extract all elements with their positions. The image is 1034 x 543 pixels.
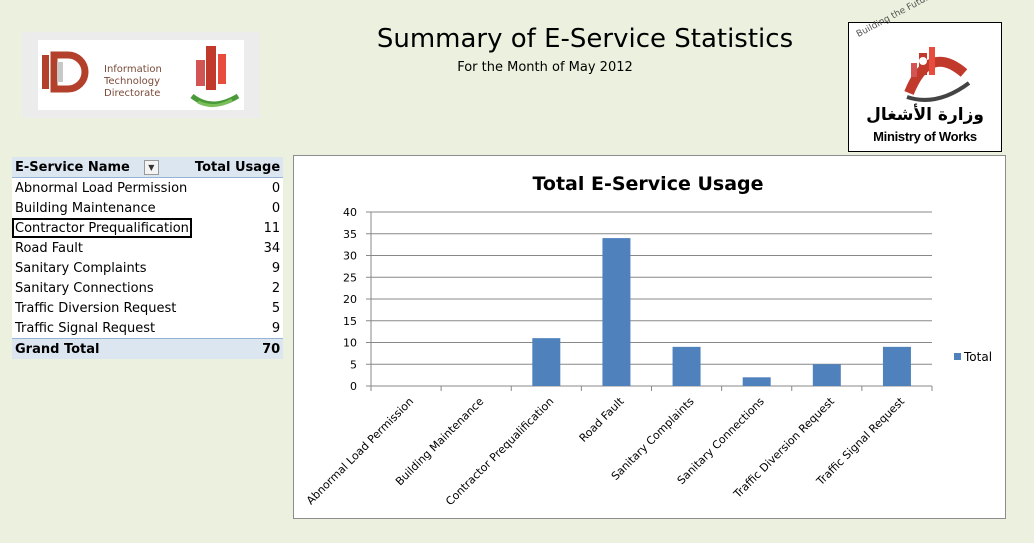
itd-logo: Information Technology Directorate [22, 32, 260, 118]
row-usage[interactable]: 9 [191, 318, 284, 339]
pivot-table: E-Service Name ▼ Total Usage Abnormal Loa… [12, 157, 284, 359]
y-tick-label: 25 [343, 271, 357, 284]
bar [602, 238, 631, 386]
row-usage[interactable]: 34 [191, 238, 284, 258]
row-usage[interactable]: 5 [191, 298, 284, 318]
itd-line-3: Directorate [104, 88, 161, 99]
page-subtitle: For the Month of May 2012 [457, 60, 633, 75]
row-name[interactable]: Traffic Signal Request [12, 318, 192, 339]
bar-chart: Total E-Service Usage 0 5 10 15 20 25 30 35 40 Abn… [304, 173, 992, 508]
grand-total-row: Grand Total 70 [12, 338, 284, 359]
bar [742, 377, 771, 386]
table-row: Building Maintenance 0 [12, 198, 284, 218]
bar [672, 346, 701, 386]
pivot-header-name-label: E-Service Name [15, 159, 130, 175]
page-title: Summary of E-Service Statistics [376, 24, 794, 54]
x-tick-label: Road Fault [577, 394, 627, 444]
row-name[interactable]: Building Maintenance [12, 198, 192, 218]
table-row: Abnormal Load Permission 0 [12, 177, 284, 198]
y-tick-label: 15 [343, 315, 357, 328]
itd-logo-text: Information Technology Directorate [104, 64, 162, 100]
row-name[interactable]: Sanitary Connections [12, 278, 192, 298]
row-name[interactable]: Sanitary Complaints [12, 258, 192, 278]
itd-logo-box: Information Technology Directorate [38, 40, 244, 110]
y-tick-label: 35 [343, 228, 357, 241]
table-row: Traffic Diversion Request 5 [12, 298, 284, 318]
pivot-header-row: E-Service Name ▼ Total Usage [12, 157, 284, 178]
row-name[interactable]: Road Fault [12, 238, 192, 258]
x-tick-label: Abnormal Load Permission [304, 395, 416, 507]
itd-line-1: Information [104, 64, 162, 75]
ministry-english-name: Ministry of Works [873, 129, 977, 144]
chart-panel[interactable]: Total E-Service Usage 0 5 10 15 20 25 30 35 40 Abn… [293, 155, 1006, 519]
grand-total-label[interactable]: Grand Total [12, 338, 192, 359]
row-usage[interactable]: 0 [191, 177, 284, 198]
ministry-arabic-name: وزارة الأشغال [866, 105, 984, 125]
legend-label: Total [963, 350, 992, 364]
table-row: Sanitary Connections 2 [12, 278, 284, 298]
row-usage[interactable]: 2 [191, 278, 284, 298]
row-name-selected[interactable]: Contractor Prequalification [12, 218, 192, 238]
table-row: Road Fault 34 [12, 238, 284, 258]
bar [532, 338, 561, 386]
table-row: Sanitary Complaints 9 [12, 258, 284, 278]
y-tick-label: 30 [343, 250, 357, 263]
y-tick-label: 0 [350, 380, 357, 393]
row-name[interactable]: Abnormal Load Permission [12, 177, 192, 198]
itd-emblem-icon [42, 46, 240, 107]
row-usage[interactable]: 9 [191, 258, 284, 278]
pivot-header-usage[interactable]: Total Usage [191, 157, 284, 178]
bar [812, 364, 841, 386]
filter-dropdown-icon[interactable]: ▼ [143, 159, 159, 175]
ministry-logo: Building the Future وزارة الأشغال Minist… [848, 0, 1002, 152]
grand-total-value[interactable]: 70 [191, 338, 284, 359]
row-usage[interactable]: 11 [191, 218, 284, 238]
y-tick-label: 5 [350, 358, 357, 371]
bar [882, 346, 911, 386]
y-tick-label: 10 [343, 337, 357, 350]
itd-line-2: Technology [104, 76, 161, 87]
pivot-header-name[interactable]: E-Service Name ▼ [12, 157, 192, 178]
row-usage[interactable]: 0 [191, 198, 284, 218]
legend-swatch [954, 353, 961, 360]
chart-title: Total E-Service Usage [532, 173, 763, 195]
table-row: Contractor Prequalification 11 [12, 218, 284, 238]
y-tick-label: 20 [343, 293, 357, 306]
y-tick-label: 40 [343, 206, 357, 219]
ministry-emblem-icon [904, 47, 971, 102]
row-name[interactable]: Traffic Diversion Request [12, 298, 192, 318]
table-row: Traffic Signal Request 9 [12, 318, 284, 339]
